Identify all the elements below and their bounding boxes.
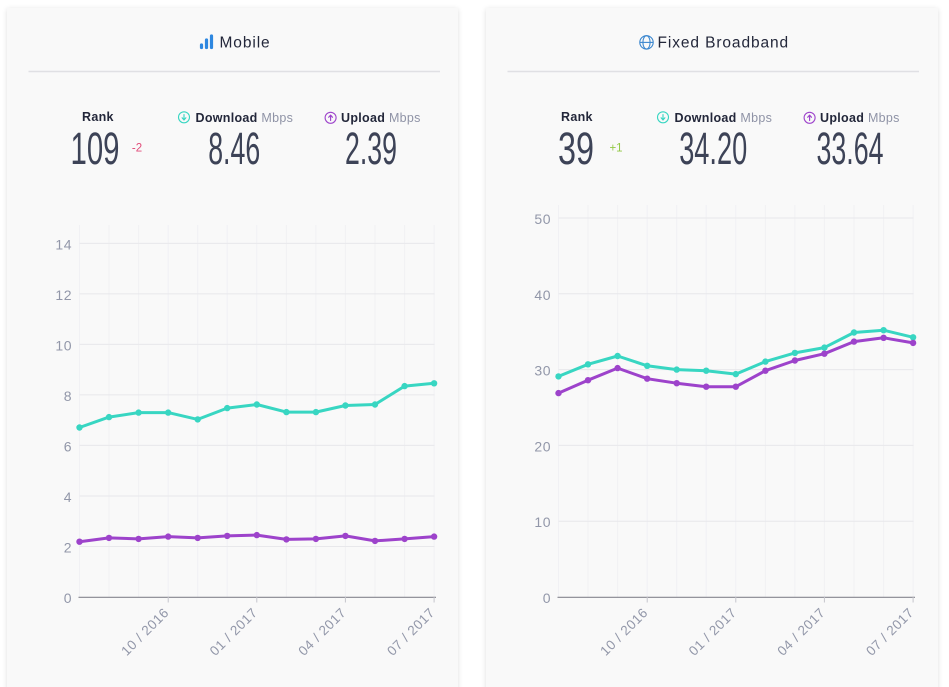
- svg-text:4: 4: [64, 489, 72, 505]
- svg-text:10 / 2016: 10 / 2016: [597, 605, 651, 659]
- svg-text:50: 50: [534, 211, 551, 227]
- svg-text:07 / 2017: 07 / 2017: [384, 605, 438, 659]
- svg-text:Upload Mbps: Upload Mbps: [820, 111, 900, 125]
- svg-text:0: 0: [543, 590, 551, 606]
- svg-text:12: 12: [55, 287, 72, 303]
- svg-text:33.64: 33.64: [817, 123, 884, 174]
- svg-text:10: 10: [534, 514, 551, 530]
- svg-text:8.46: 8.46: [208, 123, 260, 174]
- svg-text:Mobile: Mobile: [220, 35, 271, 52]
- svg-text:Download Mbps: Download Mbps: [196, 111, 294, 125]
- svg-text:01 / 2017: 01 / 2017: [207, 605, 261, 659]
- svg-text:14: 14: [55, 236, 72, 252]
- svg-text:04 / 2017: 04 / 2017: [295, 605, 349, 659]
- svg-text:40: 40: [534, 287, 551, 303]
- svg-text:Fixed Broadband: Fixed Broadband: [658, 35, 790, 52]
- svg-text:04 / 2017: 04 / 2017: [774, 605, 828, 659]
- svg-text:6: 6: [64, 438, 72, 454]
- svg-text:01 / 2017: 01 / 2017: [686, 605, 740, 659]
- svg-text:-2: -2: [132, 143, 142, 155]
- svg-text:Download Mbps: Download Mbps: [675, 111, 773, 125]
- svg-text:8: 8: [64, 388, 72, 404]
- svg-text:0: 0: [64, 590, 72, 606]
- svg-text:20: 20: [534, 438, 551, 454]
- svg-text:34.20: 34.20: [679, 123, 747, 174]
- svg-text:30: 30: [534, 363, 551, 379]
- svg-text:2: 2: [64, 540, 72, 556]
- svg-text:Rank: Rank: [561, 110, 593, 124]
- svg-text:07 / 2017: 07 / 2017: [863, 605, 917, 659]
- svg-text:Upload Mbps: Upload Mbps: [341, 111, 421, 125]
- svg-text:10 / 2016: 10 / 2016: [118, 605, 172, 659]
- svg-text:109: 109: [71, 123, 120, 174]
- svg-text:2.39: 2.39: [345, 123, 397, 174]
- svg-text:10: 10: [55, 337, 72, 353]
- svg-text:+1: +1: [609, 143, 622, 155]
- svg-text:Rank: Rank: [82, 110, 114, 124]
- svg-text:39: 39: [558, 123, 594, 174]
